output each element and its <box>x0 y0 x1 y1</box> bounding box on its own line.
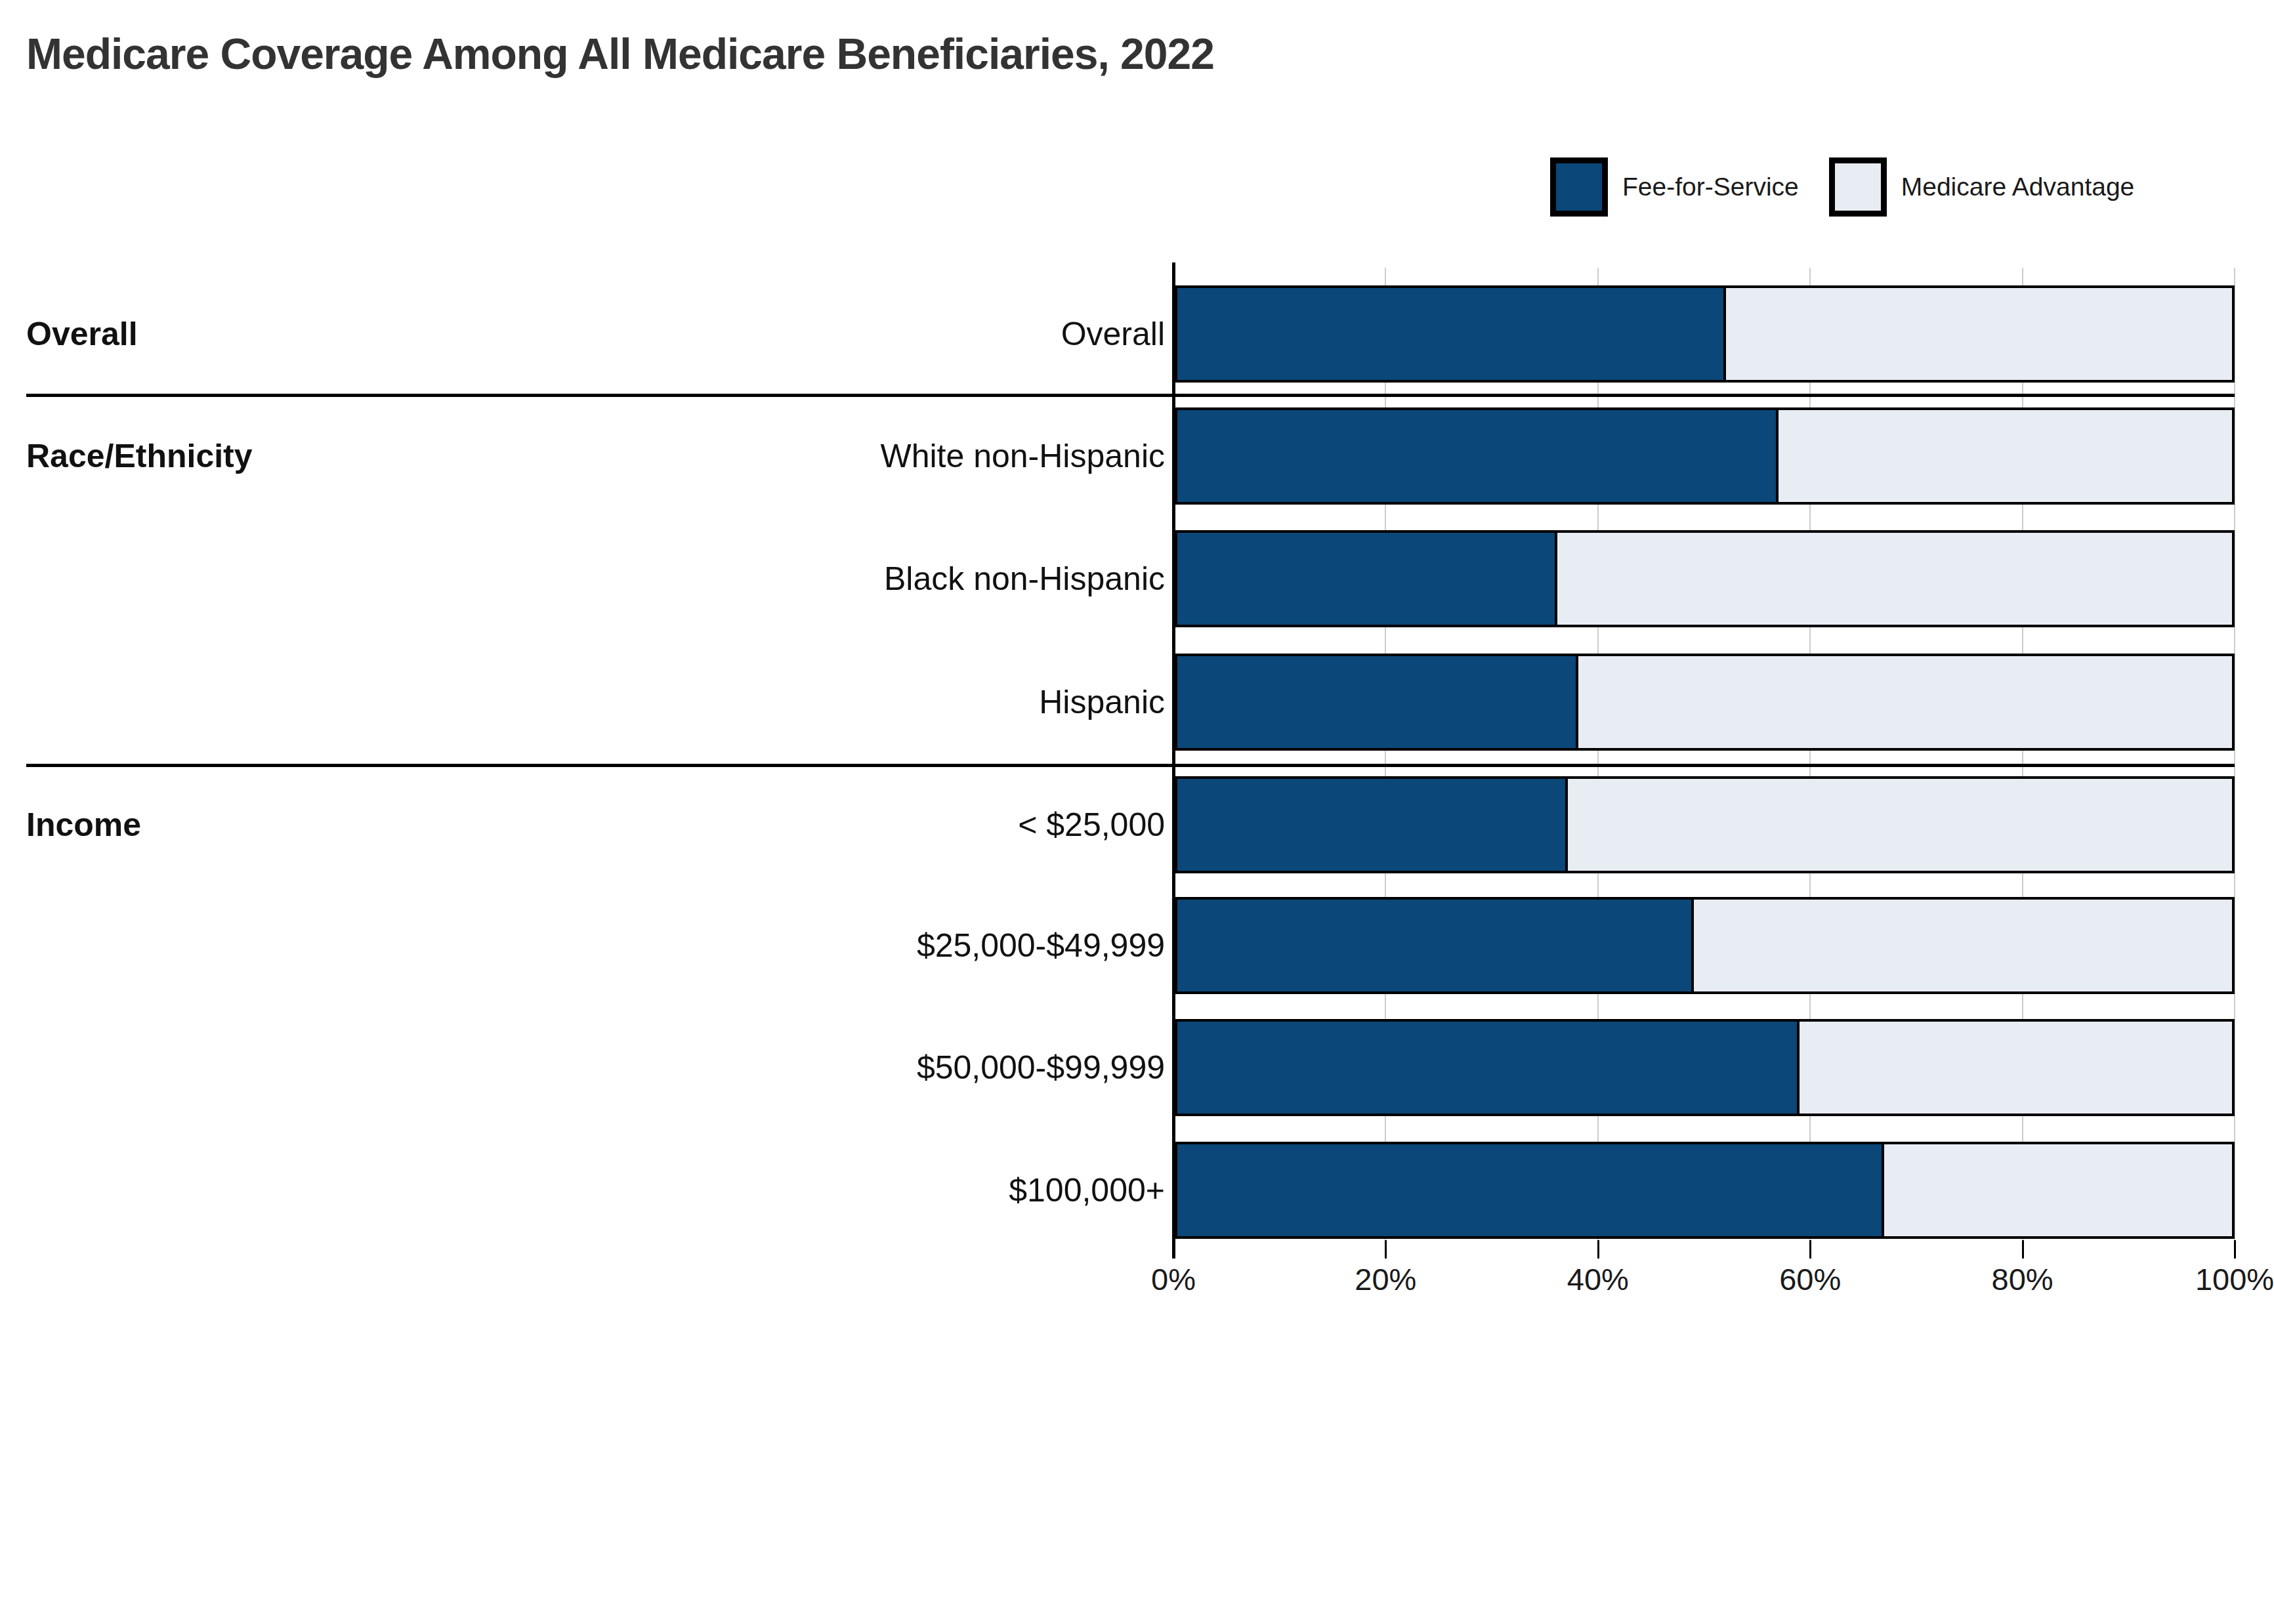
legend-swatch-medicare-advantage-icon <box>1829 157 1887 217</box>
x-axis-tick-label: 20% <box>1320 1261 1451 1297</box>
bar-segment-fee-for-service <box>1177 410 1779 502</box>
legend-label-fee-for-service: Fee-for-Service <box>1622 173 1799 201</box>
bar-row <box>1175 654 2235 751</box>
bar-row <box>1175 1019 2235 1116</box>
category-label: Black non-Hispanic <box>591 530 1165 627</box>
category-label: < $25,000 <box>591 776 1165 873</box>
x-axis-tick-label: 100% <box>2169 1261 2274 1297</box>
category-label: $100,000+ <box>591 1142 1165 1239</box>
legend-item-fee-for-service: Fee-for-Service <box>1550 157 1799 217</box>
x-axis-tick <box>1173 1240 1175 1259</box>
bar-segment-fee-for-service <box>1177 1022 1800 1114</box>
x-axis-tick-label: 40% <box>1532 1261 1664 1297</box>
chart-canvas: Medicare Coverage Among All Medicare Ben… <box>0 0 2274 1624</box>
bar-row <box>1175 897 2235 994</box>
category-label: $50,000-$99,999 <box>591 1019 1165 1116</box>
legend: Fee-for-Service Medicare Advantage <box>1550 157 2134 217</box>
x-axis-tick-label: 80% <box>1957 1261 2088 1297</box>
x-axis-tick <box>2022 1240 2024 1259</box>
category-label: Hispanic <box>591 654 1165 751</box>
bar-row <box>1175 1142 2235 1239</box>
bar-segment-fee-for-service <box>1177 779 1568 871</box>
section-divider <box>26 394 2235 397</box>
x-axis-tick <box>1809 1240 1811 1259</box>
legend-item-medicare-advantage: Medicare Advantage <box>1829 157 2135 217</box>
group-label: Overall <box>26 285 578 383</box>
x-axis-tick <box>1385 1240 1387 1259</box>
x-axis-tick-label: 0% <box>1108 1261 1239 1297</box>
x-axis-tick-label: 60% <box>1744 1261 1876 1297</box>
legend-swatch-fee-for-service-icon <box>1550 157 1608 217</box>
bar-row <box>1175 530 2235 627</box>
category-label: Overall <box>591 285 1165 383</box>
bar-row <box>1175 285 2235 383</box>
group-label: Income <box>26 776 578 873</box>
bar-row <box>1175 776 2235 873</box>
bar-segment-fee-for-service <box>1177 533 1557 625</box>
category-label: White non-Hispanic <box>591 407 1165 505</box>
x-axis-tick <box>1597 1240 1599 1259</box>
bar-segment-fee-for-service <box>1177 1144 1884 1236</box>
chart-title: Medicare Coverage Among All Medicare Ben… <box>26 29 1214 79</box>
legend-label-medicare-advantage: Medicare Advantage <box>1901 173 2135 201</box>
bar-segment-fee-for-service <box>1177 288 1726 380</box>
bar-row <box>1175 407 2235 505</box>
group-label: Race/Ethnicity <box>26 407 578 505</box>
section-divider <box>26 764 2235 767</box>
category-label: $25,000-$49,999 <box>591 897 1165 994</box>
x-axis-tick <box>2234 1240 2236 1259</box>
bar-segment-fee-for-service <box>1177 656 1578 748</box>
bar-segment-fee-for-service <box>1177 900 1694 991</box>
